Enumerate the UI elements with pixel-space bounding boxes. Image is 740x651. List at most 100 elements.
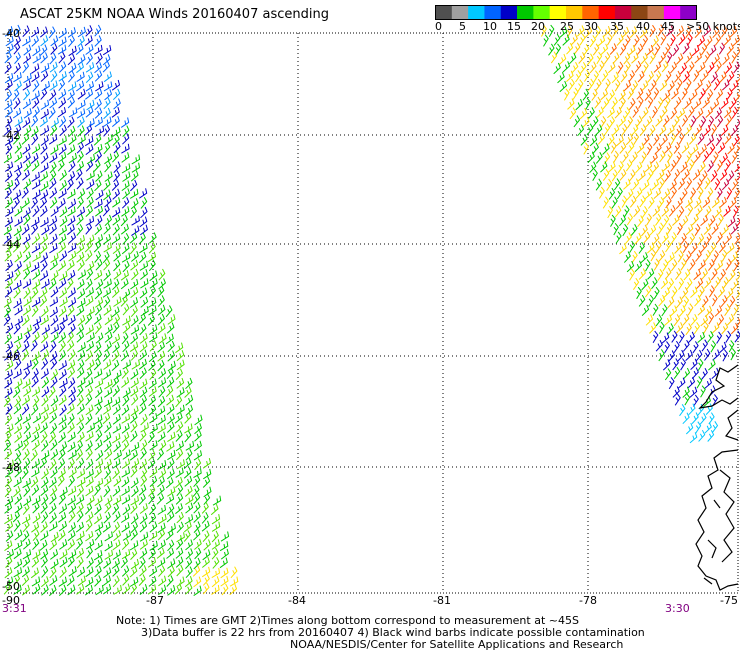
wind-barb [630,269,635,281]
wind-barb [625,61,630,73]
lon-label: -81 [433,594,451,607]
wind-barb [212,531,218,542]
wind-barb [50,493,57,504]
wind-barb [113,576,119,587]
wind-barb [114,450,122,460]
wind-barb [32,180,40,190]
wind-barb [690,90,697,101]
wind-barb [658,269,663,281]
wind-barb [632,124,638,135]
wind-barb [630,196,636,207]
wind-barb [177,387,184,397]
legend-label: 30 [584,20,598,33]
wind-barb [597,52,602,64]
wind-barb [5,207,13,217]
wind-barb [41,163,49,173]
wind-barb [51,253,59,263]
wind-barb [706,36,712,47]
wind-barb [603,197,608,209]
wind-barb [148,252,155,262]
wind-barb [87,332,95,342]
wind-barb [131,394,137,405]
wind-barb [669,377,674,389]
wind-barb [194,441,201,451]
wind-barb [76,522,83,532]
wind-barb [193,529,200,540]
wind-barb [15,206,22,216]
wind-barb [41,125,49,135]
wind-barb [642,279,648,290]
wind-barb [150,424,158,434]
wind-barb [636,162,642,173]
wind-barb [667,52,672,64]
legend-label: >50 knots [686,20,740,33]
wind-barb [708,359,715,370]
wind-barb [647,214,652,226]
wind-barb [31,404,37,415]
wind-barb [60,567,66,578]
wind-barb [671,34,676,46]
wind-barb [731,252,738,263]
wind-barb [58,198,65,208]
wind-barb [130,243,136,254]
wind-barb [683,169,689,180]
wind-barb [648,197,654,208]
wind-barb [661,135,667,146]
wind-barb [686,251,692,262]
wind-barb [158,505,166,515]
wind-barb [121,224,128,234]
wind-barb [103,205,109,216]
wind-barb [24,108,31,118]
wind-barb [695,53,702,64]
wind-barb [5,496,13,506]
wind-barb [717,160,722,172]
wind-barb [103,234,110,244]
wind-barb [32,557,39,568]
wind-barb [212,568,220,578]
wind-barb [59,136,67,146]
colorbar-cell [631,6,648,20]
wind-barb [632,53,639,64]
wind-barb [104,143,110,154]
wind-barb [50,188,57,199]
wind-barb [67,224,74,234]
wind-barb [186,548,193,559]
wind-barb [78,342,86,352]
wind-barb [551,52,556,64]
wind-barb [31,153,38,164]
wind-barb [131,529,138,540]
wind-barb [651,249,656,261]
wind-barb [617,135,624,146]
wind-barb [195,459,201,470]
wind-barb [671,108,677,119]
wind-barb [113,414,120,424]
wind-barb [40,217,48,226]
wind-barb [668,278,673,289]
wind-barb [69,36,75,47]
wind-barb [689,259,695,270]
wind-barb [69,251,76,261]
wind-barb [105,495,112,505]
wind-barb [203,531,209,542]
wind-barb [113,522,119,533]
wind-barb [698,36,705,47]
wind-barb [627,189,633,200]
wind-barb [41,100,49,110]
wind-barb [574,43,580,54]
wind-barb [668,351,674,362]
wind-barb [50,197,57,208]
wind-barb [58,260,65,270]
wind-barb [556,44,561,56]
wind-barb [639,269,645,280]
wind-barb [603,144,610,155]
wind-barb [734,134,740,145]
wind-barb [195,431,202,442]
wind-barb [148,298,156,308]
wind-barb [567,43,573,54]
wind-barb [696,205,702,216]
wind-barb [688,304,693,316]
wind-barb [695,224,700,236]
wind-barb [725,304,730,316]
colorbar-cell [533,6,550,20]
wind-barb [41,522,48,533]
